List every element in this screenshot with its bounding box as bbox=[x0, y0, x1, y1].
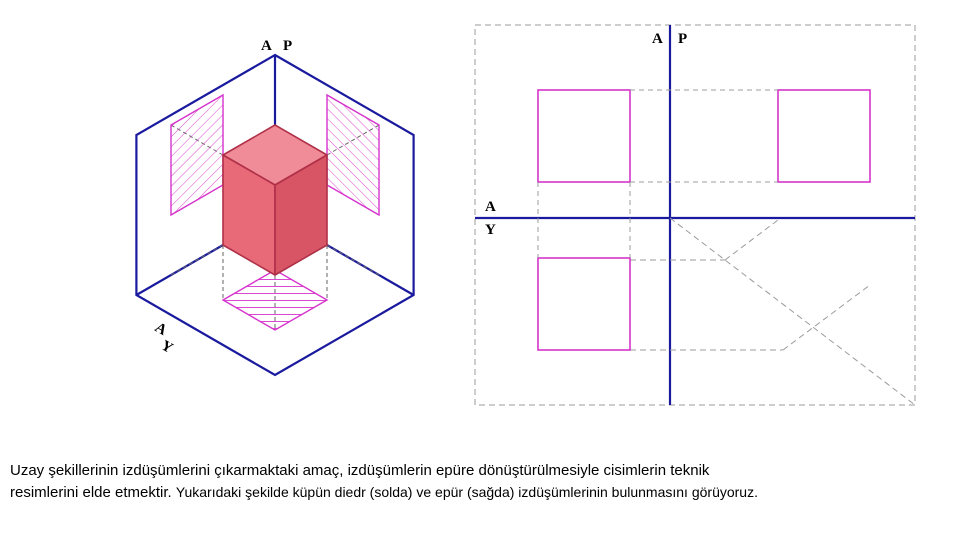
label-P-iso: P bbox=[283, 38, 292, 54]
epure-guides bbox=[538, 90, 778, 258]
front-view bbox=[538, 90, 630, 182]
caption-line2a: resimlerini elde etmektir. bbox=[10, 484, 176, 501]
caption-line2b: Yukarıdaki şekilde küpün diedr (solda) v… bbox=[176, 484, 758, 500]
label-Y-iso: Y bbox=[158, 338, 176, 357]
caption-line1: Uzay şekillerinin izdüşümlerini çıkarmak… bbox=[10, 462, 709, 479]
profile-view bbox=[778, 90, 870, 182]
label-A2-iso: A bbox=[152, 320, 170, 339]
label-A-epure-top: A bbox=[652, 31, 663, 47]
figure-area: A P A Y bbox=[0, 0, 960, 440]
isometric-diagram: A P A Y bbox=[60, 10, 490, 430]
epure-axes bbox=[475, 25, 915, 405]
cube bbox=[223, 125, 327, 275]
label-P-epure-top: P bbox=[678, 31, 687, 47]
caption: Uzay şekillerinin izdüşümlerini çıkarmak… bbox=[10, 460, 950, 504]
projection-views bbox=[538, 90, 870, 350]
epure-diagram: A P A Y bbox=[460, 10, 930, 430]
label-A-iso: A bbox=[261, 38, 272, 54]
fold-lines bbox=[630, 218, 915, 405]
label-A-epure-left: A bbox=[485, 199, 496, 215]
label-Y-epure-left: Y bbox=[485, 222, 496, 238]
epure-frame bbox=[475, 25, 915, 405]
top-view bbox=[538, 258, 630, 350]
